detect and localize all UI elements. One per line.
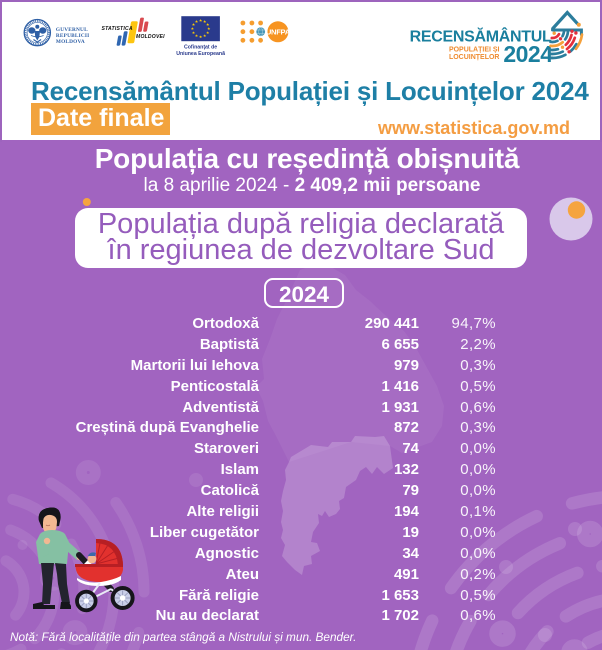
svg-text:MOLDOVEI: MOLDOVEI	[136, 34, 165, 40]
svg-text:2024: 2024	[503, 41, 553, 67]
svg-text:RECENSĂMÂNTUL: RECENSĂMÂNTUL	[410, 27, 552, 46]
svg-text:LOCUINȚELOR: LOCUINȚELOR	[449, 54, 500, 61]
svg-text:Uniunea Europeană: Uniunea Europeană	[176, 51, 225, 57]
svg-text:POPULAȚIEI ȘI: POPULAȚIEI ȘI	[449, 47, 500, 54]
svg-text:REPUBLICII: REPUBLICII	[56, 33, 90, 39]
svg-text:GUVERNUL: GUVERNUL	[56, 27, 88, 33]
svg-text:UNFPA: UNFPA	[266, 28, 291, 37]
svg-text:Cofinanţat de: Cofinanţat de	[184, 45, 217, 51]
svg-text:MOLDOVA: MOLDOVA	[56, 39, 85, 45]
svg-text:STATISTICA: STATISTICA	[102, 26, 133, 32]
